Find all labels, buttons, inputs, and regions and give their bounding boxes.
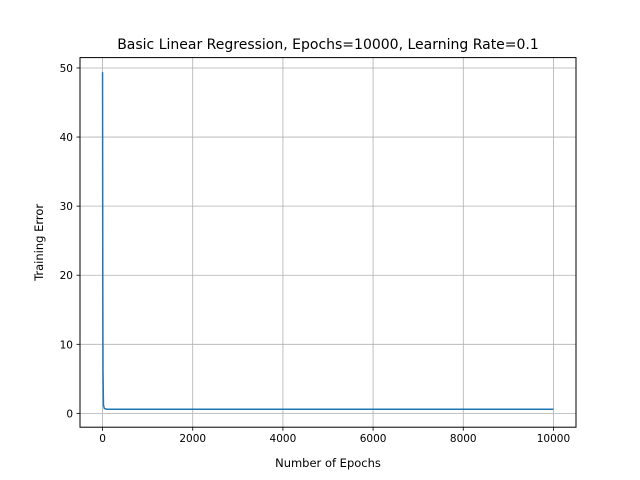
x-axis-title: Number of Epochs bbox=[275, 456, 381, 470]
plot-frame bbox=[79, 57, 577, 428]
y-tick-label: 0 bbox=[66, 408, 73, 420]
x-tick-label: 0 bbox=[99, 433, 106, 445]
x-tick-label: 8000 bbox=[450, 433, 477, 445]
y-tick-label: 50 bbox=[60, 63, 73, 75]
plot-background bbox=[80, 57, 576, 428]
y-tick-label: 20 bbox=[60, 270, 73, 282]
x-tick-label: 2000 bbox=[179, 433, 206, 445]
y-tick-label: 10 bbox=[60, 339, 73, 351]
x-tick-label: 10000 bbox=[537, 433, 570, 445]
chart-title: Basic Linear Regression, Epochs=10000, L… bbox=[117, 37, 539, 53]
axis-ticks: 0 2000 4000 6000 8000 10000 0 10 20 30 40 50 bbox=[60, 63, 571, 445]
grid-lines bbox=[80, 57, 576, 428]
y-axis-title: Training Error bbox=[32, 204, 46, 282]
training-error-line bbox=[101, 72, 554, 410]
y-tick-label: 30 bbox=[60, 201, 73, 213]
x-tick-label: 4000 bbox=[270, 433, 297, 445]
x-tick-label: 6000 bbox=[360, 433, 387, 445]
data-series bbox=[101, 72, 554, 410]
y-tick-label: 40 bbox=[60, 132, 73, 144]
